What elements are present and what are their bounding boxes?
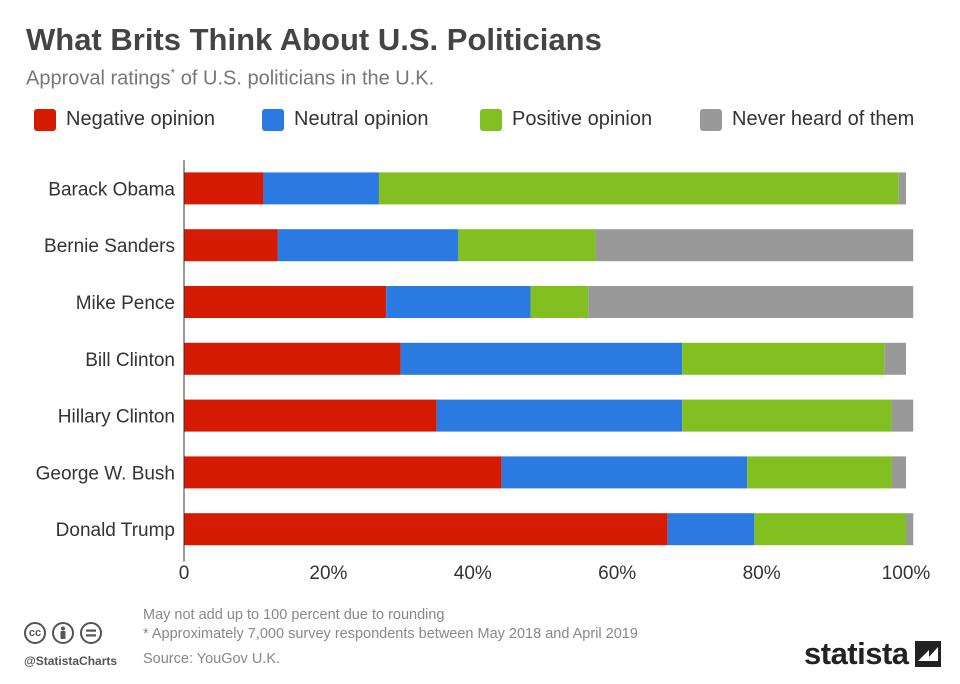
bar-segment (884, 342, 906, 375)
bar-segment (530, 286, 589, 318)
bar-segment (754, 513, 906, 546)
footer-note-rounding: May not add up to 100 percent due to rou… (143, 607, 445, 623)
bar-segment (682, 342, 885, 375)
bar-segment (263, 172, 379, 205)
bar-segment (184, 172, 264, 205)
bar-segment (184, 513, 668, 546)
legend-swatch (480, 108, 502, 131)
bar-segment (184, 342, 401, 375)
bar-segment (184, 286, 387, 318)
cc-icon: cc (24, 622, 46, 644)
category-label: Bill Clinton (85, 350, 175, 371)
chart-title: What Brits Think About U.S. Politicians (26, 22, 602, 57)
legend-item-0: Negative opinion (34, 108, 215, 131)
bar-segment (747, 456, 892, 489)
attribution-icon (52, 622, 74, 644)
legend-item-3: Never heard of them (700, 108, 914, 131)
category-label: Donald Trump (56, 520, 175, 541)
legend-swatch (700, 108, 722, 131)
bar-segment (501, 456, 748, 489)
no-derivatives-icon (80, 622, 102, 644)
bar-segment (184, 399, 437, 432)
bar-segment (436, 399, 683, 432)
legend-label: Negative opinion (66, 108, 215, 130)
statista-wordmark: statista (804, 636, 909, 671)
chart-legend: Negative opinion Neutral opinion Positive … (34, 108, 944, 138)
statista-logo: statista (804, 636, 941, 672)
bar-segment (682, 399, 892, 432)
subtitle-text-rest: of U.S. politicians in the U.K. (175, 67, 435, 90)
statista-handle: @StatistaCharts (24, 654, 118, 668)
legend-label: Positive opinion (512, 108, 653, 130)
bar-segment (458, 229, 596, 262)
bar-segment (891, 399, 914, 432)
footer-source: Source: YouGov U.K. (143, 651, 281, 667)
subtitle-asterisk: * (170, 66, 176, 80)
statista-logo-icon (914, 641, 941, 667)
bar-segment (898, 172, 906, 205)
legend-item-2: Positive opinion (480, 108, 652, 131)
bar-segment (588, 286, 914, 318)
x-tick-label: 0 (179, 563, 190, 584)
bar-segment (386, 286, 531, 318)
chart-subtitle: Approval ratings* of U.S. politicians in… (26, 66, 434, 91)
legend-item-1: Neutral opinion (262, 108, 429, 131)
category-label: Mike Pence (76, 293, 175, 314)
footer-note-respondents: * Approximately 7,000 survey respondents… (143, 626, 638, 642)
bar-segment (595, 229, 914, 262)
chart-footer: May not add up to 100 percent due to rou… (143, 606, 638, 669)
legend-label: Neutral opinion (294, 108, 429, 130)
category-label: George W. Bush (36, 463, 175, 484)
legend-swatch (34, 108, 56, 131)
bar-segment (400, 342, 683, 375)
category-label: Hillary Clinton (58, 407, 175, 428)
bar-segment (184, 456, 502, 489)
bar-segment (184, 229, 278, 262)
bar-segment (378, 172, 899, 205)
category-label: Bernie Sanders (44, 236, 175, 257)
x-tick-label: 40% (454, 563, 492, 584)
bar-segment (906, 513, 914, 546)
legend-swatch (262, 108, 284, 131)
bar-segment (891, 456, 906, 489)
stacked-bar-chart: Barack Obama Bernie Sanders Mike Pence Bill… (36, 160, 931, 584)
category-label: Barack Obama (48, 179, 175, 200)
legend-label: Never heard of them (732, 108, 915, 130)
bar-segment (667, 513, 755, 546)
license-icons: cc (24, 622, 102, 644)
x-tick-label: 20% (309, 563, 347, 584)
x-tick-label: 80% (743, 563, 781, 584)
x-tick-label: 60% (598, 563, 636, 584)
x-tick-label: 100% (882, 563, 931, 584)
subtitle-text: Approval ratings (26, 67, 171, 90)
bar-segment (277, 229, 459, 262)
